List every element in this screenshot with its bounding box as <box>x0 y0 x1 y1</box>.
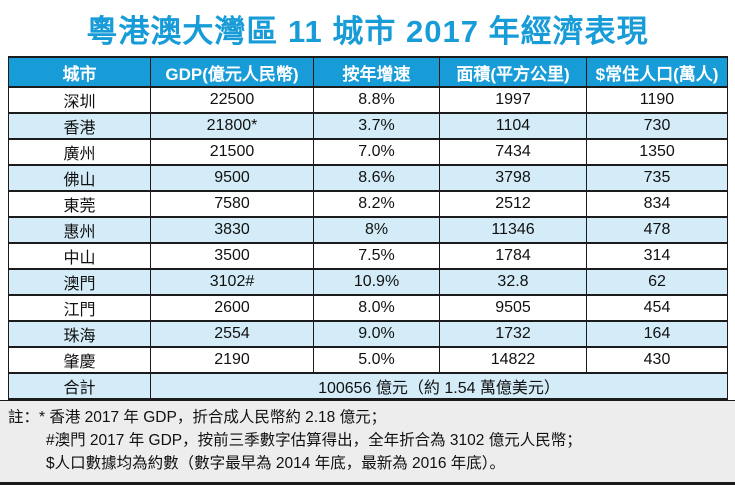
cell-city: 香港 <box>8 112 151 140</box>
cell-area: 1732 <box>439 320 587 348</box>
cell-population: 430 <box>586 346 728 374</box>
cell-population: 1350 <box>586 138 728 166</box>
footnotes: 註：* 香港 2017 年 GDP，折合成人民幣約 2.18 億元； #澳門 2… <box>0 400 735 485</box>
column-header-area: 面積(平方公里) <box>439 56 587 88</box>
table-row: 佛山 9500 8.6% 3798 735 <box>8 164 728 192</box>
cell-city: 中山 <box>8 242 151 270</box>
column-header-population: $常住人口(萬人) <box>586 56 728 88</box>
cell-city: 惠州 <box>8 216 151 244</box>
cell-population: 730 <box>586 112 728 140</box>
cell-area: 1784 <box>439 242 587 270</box>
table-body: 深圳 22500 8.8% 1997 1190 香港 21800* 3.7% 1104 730 廣州… <box>8 86 728 374</box>
cell-city: 江門 <box>8 294 151 322</box>
cell-population: 454 <box>586 294 728 322</box>
cell-gdp: 7580 <box>150 190 314 218</box>
cell-growth: 3.7% <box>313 112 440 140</box>
cell-growth: 8.2% <box>313 190 440 218</box>
table-row: 惠州 3830 8% 11346 478 <box>8 216 728 244</box>
cell-gdp: 3102# <box>150 268 314 296</box>
cell-city: 澳門 <box>8 268 151 296</box>
cell-population: 735 <box>586 164 728 192</box>
cell-area: 1104 <box>439 112 587 140</box>
cell-city: 肇慶 <box>8 346 151 374</box>
cell-growth: 7.5% <box>313 242 440 270</box>
table-row: 珠海 2554 9.0% 1732 164 <box>8 320 728 348</box>
cell-gdp: 21800* <box>150 112 314 140</box>
cell-city: 珠海 <box>8 320 151 348</box>
table-row: 肇慶 2190 5.0% 14822 430 <box>8 346 728 374</box>
column-header-gdp: GDP(億元人民幣) <box>150 56 314 88</box>
cell-area: 14822 <box>439 346 587 374</box>
column-header-growth: 按年增速 <box>313 56 440 88</box>
cell-growth: 8.8% <box>313 86 440 114</box>
cell-growth: 5.0% <box>313 346 440 374</box>
cell-growth: 10.9% <box>313 268 440 296</box>
column-header-city: 城市 <box>8 56 151 88</box>
footnote-line: 註：* 香港 2017 年 GDP，折合成人民幣約 2.18 億元； <box>8 409 387 426</box>
cell-city: 廣州 <box>8 138 151 166</box>
cell-gdp: 21500 <box>150 138 314 166</box>
cell-area: 32.8 <box>439 268 587 296</box>
cell-gdp: 2190 <box>150 346 314 374</box>
cell-growth: 7.0% <box>313 138 440 166</box>
cell-area: 2512 <box>439 190 587 218</box>
cell-city: 深圳 <box>8 86 151 114</box>
cell-population: 164 <box>586 320 728 348</box>
cell-city: 佛山 <box>8 164 151 192</box>
cell-gdp: 9500 <box>150 164 314 192</box>
cell-area: 7434 <box>439 138 587 166</box>
total-label: 合計 <box>8 372 151 400</box>
cell-city: 東莞 <box>8 190 151 218</box>
table-row: 深圳 22500 8.8% 1997 1190 <box>8 86 728 114</box>
table-row: 香港 21800* 3.7% 1104 730 <box>8 112 728 140</box>
economy-table: 城市 GDP(億元人民幣) 按年增速 面積(平方公里) $常住人口(萬人) 深圳… <box>8 56 728 400</box>
page-title: 粵港澳大灣區 11 城市 2017 年經濟表現 <box>86 14 649 49</box>
total-value: 100656 億元（約 1.54 萬億美元） <box>150 372 728 400</box>
cell-gdp: 3500 <box>150 242 314 270</box>
cell-area: 9505 <box>439 294 587 322</box>
table-row: 東莞 7580 8.2% 2512 834 <box>8 190 728 218</box>
cell-area: 1997 <box>439 86 587 114</box>
table-row: 江門 2600 8.0% 9505 454 <box>8 294 728 322</box>
footnote-line: $人口數據均為約數（數字最早為 2014 年底，最新為 2016 年底）。 <box>46 455 506 472</box>
table-row: 中山 3500 7.5% 1784 314 <box>8 242 728 270</box>
footnote-line: #澳門 2017 年 GDP，按前三季數字估算得出，全年折合為 3102 億元人… <box>46 432 582 449</box>
cell-growth: 8% <box>313 216 440 244</box>
cell-population: 834 <box>586 190 728 218</box>
cell-area: 3798 <box>439 164 587 192</box>
cell-population: 478 <box>586 216 728 244</box>
cell-area: 11346 <box>439 216 587 244</box>
cell-growth: 8.6% <box>313 164 440 192</box>
cell-gdp: 2600 <box>150 294 314 322</box>
cell-gdp: 3830 <box>150 216 314 244</box>
cell-gdp: 2554 <box>150 320 314 348</box>
table-row: 廣州 21500 7.0% 7434 1350 <box>8 138 728 166</box>
total-row: 合計 100656 億元（約 1.54 萬億美元） <box>8 372 728 400</box>
cell-population: 1190 <box>586 86 728 114</box>
table-row: 澳門 3102# 10.9% 32.8 62 <box>8 268 728 296</box>
cell-population: 314 <box>586 242 728 270</box>
cell-population: 62 <box>586 268 728 296</box>
cell-growth: 9.0% <box>313 320 440 348</box>
cell-growth: 8.0% <box>313 294 440 322</box>
cell-gdp: 22500 <box>150 86 314 114</box>
header-row: 城市 GDP(億元人民幣) 按年增速 面積(平方公里) $常住人口(萬人) <box>8 56 728 88</box>
